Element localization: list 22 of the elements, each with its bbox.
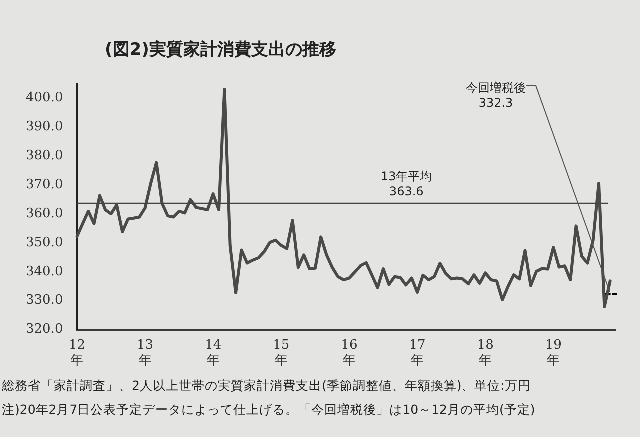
text: 総務省「家計調査」、2人以上世帯の実質家計消費支出(季節調整値、年額換算)、単位:万円 (2, 378, 531, 395)
y-tick-label: 400.0 (26, 90, 64, 106)
y-tick-label: 350.0 (26, 235, 64, 250)
ref-line-label: 13年平均 363.6 (380, 170, 432, 199)
y-tick-label: 320.0 (26, 322, 64, 338)
y-tick-label: 360.0 (26, 206, 64, 222)
x-tick-label: 18年 (477, 338, 494, 369)
y-tick-label: 330.0 (26, 293, 64, 308)
chart-title: (図2)実質家計消費支出の推移 (105, 39, 336, 61)
y-tick-label: 340.0 (26, 264, 64, 280)
annotation: 今回増税後 332.3 (466, 80, 526, 110)
y-tick-label: 370.0 (26, 177, 64, 192)
x-tick-label: 14年 (205, 338, 222, 369)
x-tick-label: 16年 (341, 338, 358, 369)
y-tick-label: 380.0 (26, 148, 64, 164)
x-tick-label: 15年 (273, 338, 290, 369)
text: 注)20年2月7日公表予定データによって仕上げる。「今回増税後」は10～12月の平均(予定) (2, 402, 536, 419)
x-tick-label: 19年 (545, 338, 562, 369)
x-tick-label: 13年 (137, 338, 154, 369)
x-tick-label: 17年 (409, 338, 426, 369)
y-tick-label: 390.0 (26, 120, 64, 135)
x-tick-label: 12年 (68, 338, 86, 369)
